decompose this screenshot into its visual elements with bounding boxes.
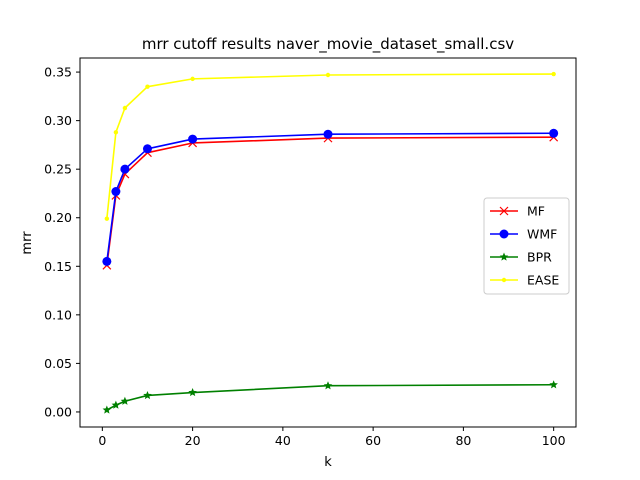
data-point-ease-1 [113,130,119,135]
legend-marker-bpr [499,252,509,261]
y-tick-label: 0.30 [44,113,72,128]
y-tick-label: 0.05 [44,356,72,371]
legend: MF WMF BPR EASE [483,197,570,295]
x-tick-label: 60 [365,433,381,448]
legend-marker-ease [501,277,507,283]
chart-title: mrr cutoff results naver_movie_dataset_s… [142,35,514,54]
x-tick-label: 80 [455,433,471,448]
data-point-wmf-6 [549,128,559,138]
y-axis-ticks: 0.00 0.05 0.10 0.15 0.20 0.25 0.30 0.35 [44,65,80,419]
plot-area-frame [79,57,577,428]
data-point-bpr-6 [549,380,558,389]
legend-marker-mf [499,206,509,216]
data-point-bpr-3 [143,390,152,400]
data-point-wmf-1 [111,187,121,197]
legend-label-ease: EASE [527,273,559,288]
data-point-ease-4 [190,76,195,82]
data-point-bpr-2 [120,396,130,405]
data-point-wmf-5 [323,129,333,139]
data-point-ease-3 [145,84,150,89]
x-tick-label: 100 [542,433,566,448]
x-tick-label: 20 [185,433,201,448]
y-tick-label: 0.10 [44,307,72,322]
y-tick-label: 0.35 [44,65,72,80]
x-axis-ticks: 0 20 40 60 80 100 [98,427,566,448]
y-tick-label: 0.15 [44,259,72,274]
x-tick-label: 40 [275,433,291,448]
data-point-bpr-5 [323,381,333,390]
legend-box [483,197,570,295]
data-point-wmf-2 [120,164,130,174]
legend-label-wmf: WMF [527,227,557,242]
legend-label-mf: MF [527,204,545,219]
x-tick-label: 0 [98,433,106,448]
y-axis-label: mrr [20,231,35,255]
y-tick-label: 0.25 [44,162,72,177]
legend-label-bpr: BPR [527,250,552,265]
legend-marker-mf-stroke-b [499,206,509,216]
data-point-wmf-3 [142,144,152,154]
y-tick-label: 0.00 [44,404,72,419]
data-point-wmf-0 [102,256,112,266]
y-tick-label: 0.20 [44,210,72,225]
data-point-ease-5 [325,72,331,78]
data-point-wmf-4 [188,134,198,144]
legend-marker-wmf [499,229,509,239]
data-point-bpr-1 [111,400,121,409]
data-point-bpr-0 [102,405,112,414]
data-point-bpr-4 [188,388,197,397]
data-point-ease-2 [122,105,128,111]
data-point-ease-6 [551,71,556,77]
x-axis-label: k [324,455,332,470]
plot-marks [102,71,559,414]
data-point-ease-0 [104,216,110,221]
